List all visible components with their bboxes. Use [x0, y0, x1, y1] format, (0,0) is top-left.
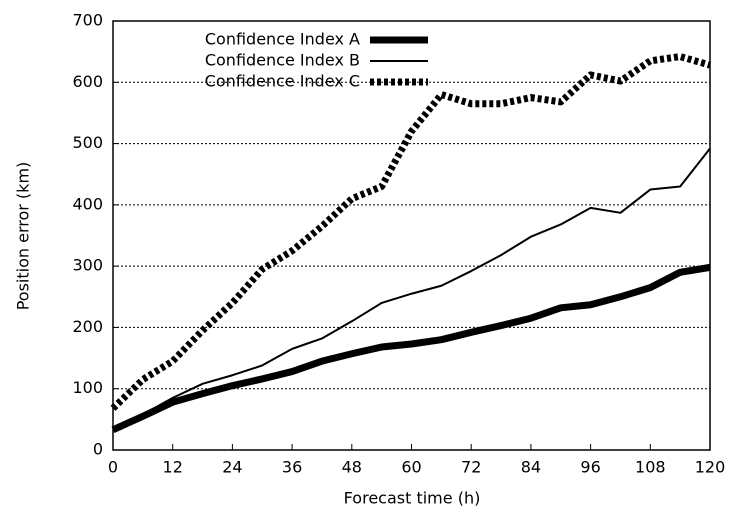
y-tick-label: 0 — [93, 440, 103, 459]
x-tick-label: 120 — [695, 458, 726, 477]
y-tick-label: 600 — [72, 72, 103, 91]
x-tick-label: 12 — [163, 458, 183, 477]
x-tick-label: 0 — [108, 458, 118, 477]
x-tick-label: 48 — [342, 458, 362, 477]
legend-label: Confidence Index C — [205, 72, 360, 91]
y-tick-label: 300 — [72, 256, 103, 275]
y-tick-label: 700 — [72, 11, 103, 30]
x-tick-label: 108 — [635, 458, 666, 477]
x-tick-label: 84 — [521, 458, 541, 477]
plot-frame — [112, 20, 711, 451]
y-axis-label: Position error (km) — [14, 162, 33, 311]
series-line — [111, 263, 711, 433]
x-tick-label: 72 — [461, 458, 481, 477]
legend-label: Confidence Index B — [205, 51, 360, 70]
x-tick-label: 96 — [580, 458, 600, 477]
series-line — [110, 53, 711, 411]
x-axis-label: Forecast time (h) — [344, 489, 481, 508]
y-tick-label: 500 — [72, 133, 103, 152]
y-tick-label: 200 — [72, 317, 103, 336]
x-tick-label: 24 — [222, 458, 242, 477]
x-tick-label: 60 — [401, 458, 421, 477]
x-tick-label: 36 — [282, 458, 302, 477]
y-tick-label: 100 — [72, 378, 103, 397]
series-line — [112, 147, 711, 430]
y-tick-label: 400 — [72, 194, 103, 213]
legend-label: Confidence Index A — [205, 30, 360, 49]
